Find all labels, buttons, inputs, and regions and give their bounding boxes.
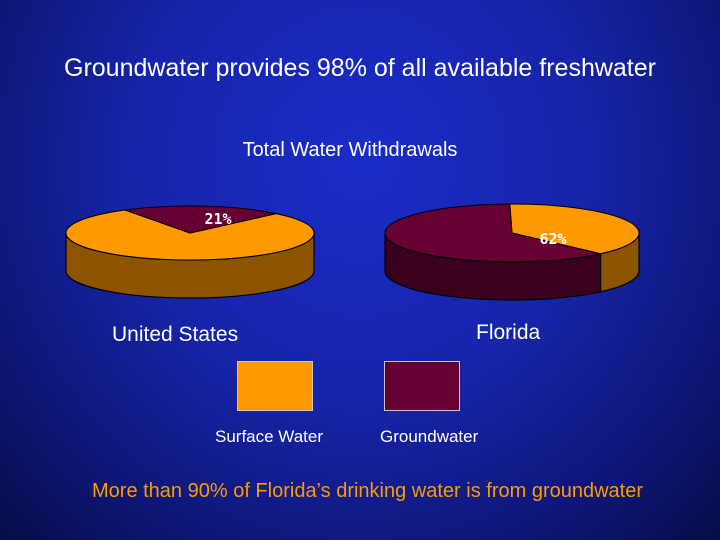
- pie-label-united-states: United States: [112, 323, 239, 346]
- legend-label-groundwater: Groundwater: [380, 427, 479, 446]
- legend-swatch-surface-water: [237, 361, 313, 411]
- pie-united-states-slice-groundwater: [124, 205, 277, 234]
- slide-title: Groundwater provides 98% of all availabl…: [64, 54, 656, 82]
- legend-swatch-groundwater: [384, 361, 460, 411]
- slide-footer: More than 90% of Florida’s drinking wate…: [92, 480, 643, 502]
- chart-title: Total Water Withdrawals: [242, 139, 458, 161]
- pie-florida-data-label-groundwater: 62%: [539, 230, 566, 248]
- pie-florida-slice-surface-water: [509, 203, 640, 255]
- legend-label-surface-water: Surface Water: [215, 427, 324, 446]
- pie-united-states-slice-surface-water: [65, 209, 315, 261]
- pie-florida-slice-groundwater: [384, 203, 601, 263]
- pie-label-florida: Florida: [476, 321, 541, 344]
- pie-united-states-data-label-groundwater: 21%: [204, 210, 231, 228]
